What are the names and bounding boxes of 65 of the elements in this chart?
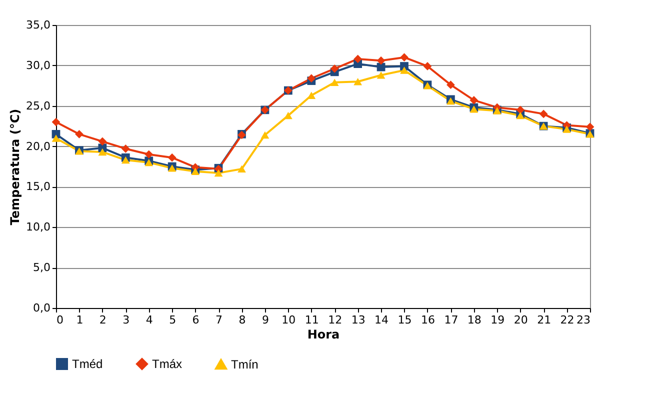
x-tick-label: 6: [192, 314, 200, 326]
point: [260, 131, 270, 139]
x-tick-label: 12: [328, 314, 342, 326]
point: [168, 153, 176, 162]
point: [330, 78, 339, 86]
x-tick-label: 9: [262, 314, 269, 326]
point: [98, 148, 107, 156]
x-tick-label: 21: [537, 314, 552, 326]
point: [330, 64, 339, 73]
y-tick-label: 30,0: [26, 58, 50, 72]
point: [354, 54, 362, 64]
point: [144, 150, 154, 159]
x-tick-label: 7: [216, 314, 223, 326]
point: [470, 96, 478, 104]
x-tick-label: 14: [374, 314, 389, 326]
x-tick-label: 4: [146, 314, 153, 326]
point: [423, 62, 432, 70]
legend-label: Tmín: [231, 357, 258, 372]
x-tick-label: 16: [420, 314, 435, 326]
point: [376, 56, 386, 65]
legend-label: Tméd: [72, 357, 103, 371]
x-tick-label: 3: [122, 314, 130, 326]
x-tick-label: 1: [76, 314, 84, 326]
y-tick-label: 10,0: [26, 220, 50, 234]
x-tick-label: 0: [56, 314, 64, 326]
point: [400, 66, 408, 74]
y-tick-label: 20,0: [26, 140, 50, 153]
point: [354, 78, 362, 86]
x-tick-label: 11: [304, 314, 319, 326]
point: [400, 53, 408, 62]
point: [75, 130, 84, 138]
x-tick-label: 19: [490, 314, 505, 326]
point: [238, 165, 246, 173]
y-tick-label: 5,0: [33, 261, 50, 274]
y-tick-label: 15,0: [26, 180, 50, 194]
x-tick-label: 13: [351, 314, 366, 326]
point: [307, 92, 316, 99]
point: [446, 80, 455, 90]
point: [121, 144, 130, 153]
legend-label: Tmáx: [152, 357, 182, 371]
x-axis-title: Hora: [307, 328, 340, 342]
point: [214, 169, 223, 177]
x-tick-label: 10: [282, 314, 296, 326]
x-tick-label: 17: [444, 314, 458, 326]
x-tick-label: 15: [398, 314, 412, 326]
x-tick-label: 23: [576, 314, 590, 326]
y-tick-label: 0,0: [33, 302, 50, 314]
x-tick-label: 5: [169, 314, 176, 326]
y-axis-title: Temperatura (°C): [8, 108, 22, 226]
point: [121, 156, 130, 164]
y-tick-label: 25,0: [26, 99, 50, 112]
x-tick-label: 8: [238, 314, 246, 326]
point: [52, 118, 60, 126]
point: [98, 137, 107, 146]
point: [516, 106, 525, 114]
y-tick-label: 35,0: [26, 18, 50, 32]
x-tick-label: 18: [467, 314, 482, 326]
point: [539, 110, 548, 118]
point: [586, 122, 594, 132]
x-tick-label: 2: [99, 314, 106, 326]
x-tick-label: 20: [514, 314, 528, 326]
x-tick-label: 22: [560, 314, 574, 326]
point: [307, 74, 316, 83]
point: [52, 134, 60, 142]
point: [376, 72, 386, 79]
